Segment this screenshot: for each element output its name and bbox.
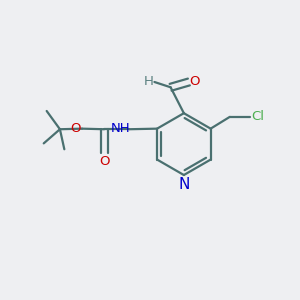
Text: N: N <box>178 177 190 192</box>
Text: H: H <box>143 75 153 88</box>
Text: NH: NH <box>110 122 130 135</box>
Text: O: O <box>190 75 200 88</box>
Text: O: O <box>70 122 81 135</box>
Text: O: O <box>99 154 109 168</box>
Text: Cl: Cl <box>251 110 264 123</box>
